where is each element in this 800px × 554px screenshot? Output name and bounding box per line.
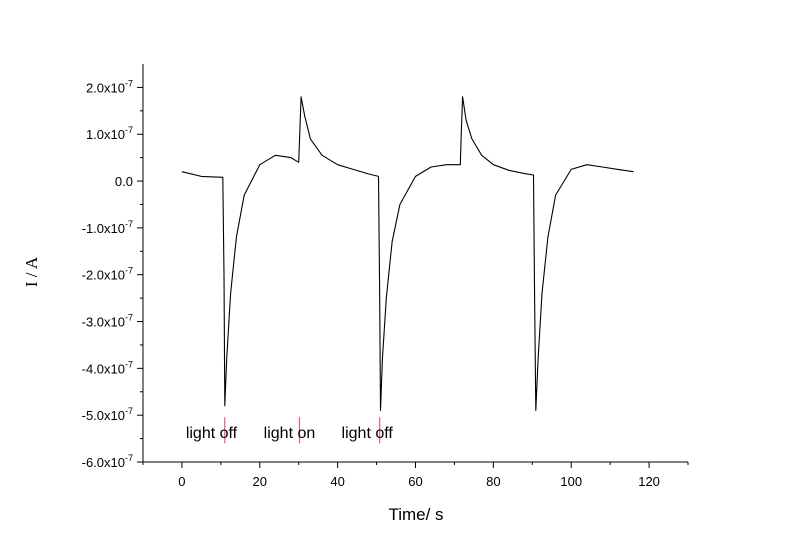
x-axis-title: Time/ s — [388, 505, 443, 524]
x-tick-label: 120 — [638, 474, 660, 489]
y-tick-label: -6.0x10-7 — [82, 453, 133, 470]
current-trace — [181, 96, 634, 412]
y-tick-label: 1.0x10-7 — [86, 125, 133, 142]
annotation-label: light on — [264, 425, 316, 442]
series — [181, 96, 634, 412]
annotations: light off light on light off — [186, 425, 394, 442]
ticks: 0 20 40 60 80 100 120 2.0x10-7 1.0x10-7 0.0 -1.0x1… — [82, 78, 689, 489]
markers — [224, 417, 381, 444]
annotation-label: light off — [186, 425, 238, 442]
x-tick-label: 40 — [330, 474, 344, 489]
y-tick-label: -3.0x10-7 — [82, 313, 133, 330]
x-tick-label: 100 — [560, 474, 582, 489]
x-tick-label: 20 — [253, 474, 267, 489]
y-tick-label: -2.0x10-7 — [82, 266, 133, 283]
y-tick-label: -1.0x10-7 — [82, 219, 133, 236]
y-tick-label: -5.0x10-7 — [82, 406, 133, 423]
x-tick-label: 60 — [408, 474, 422, 489]
y-tick-label: 2.0x10-7 — [86, 78, 133, 95]
annotation-label: light off — [342, 425, 394, 442]
y-tick-label: -4.0x10-7 — [82, 359, 133, 376]
y-tick-label: 0.0 — [115, 174, 133, 189]
x-tick-label: 80 — [486, 474, 500, 489]
y-axis-title: I / A — [22, 256, 41, 287]
x-tick-label: 0 — [178, 474, 185, 489]
